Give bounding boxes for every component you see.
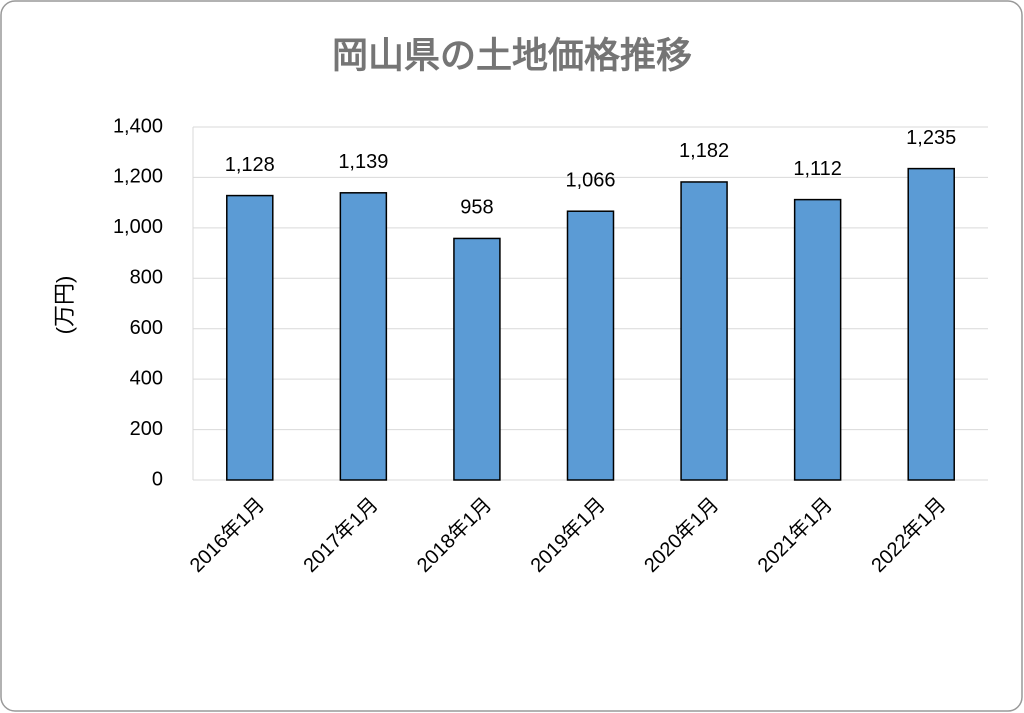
data-label: 1,182 (679, 140, 729, 162)
data-label: 1,235 (906, 127, 956, 149)
data-label: 1,112 (793, 158, 842, 180)
y-tick-label: 1,200 (113, 166, 163, 188)
bar (793, 198, 842, 481)
y-tick-label: 600 (130, 317, 163, 339)
bar (339, 192, 388, 481)
data-label: 1,139 (338, 151, 388, 173)
bar (680, 181, 728, 481)
y-tick-label: 200 (130, 418, 163, 440)
data-label: 1,066 (565, 169, 615, 191)
y-tick-label: 400 (130, 367, 163, 389)
y-tick-label: 800 (130, 267, 163, 289)
y-tick-label: 1,000 (113, 216, 163, 238)
chart-title: 岡山県の土地価格推移 (332, 35, 692, 76)
y-axis-label: (万円) (52, 276, 77, 335)
data-label: 1,128 (225, 154, 275, 176)
y-tick-label: 1,400 (113, 115, 163, 137)
y-tick-label: 0 (152, 468, 163, 490)
bar (907, 167, 955, 481)
bar (453, 237, 501, 481)
data-label: 958 (460, 197, 493, 219)
bar (566, 210, 615, 481)
bar (226, 194, 274, 481)
